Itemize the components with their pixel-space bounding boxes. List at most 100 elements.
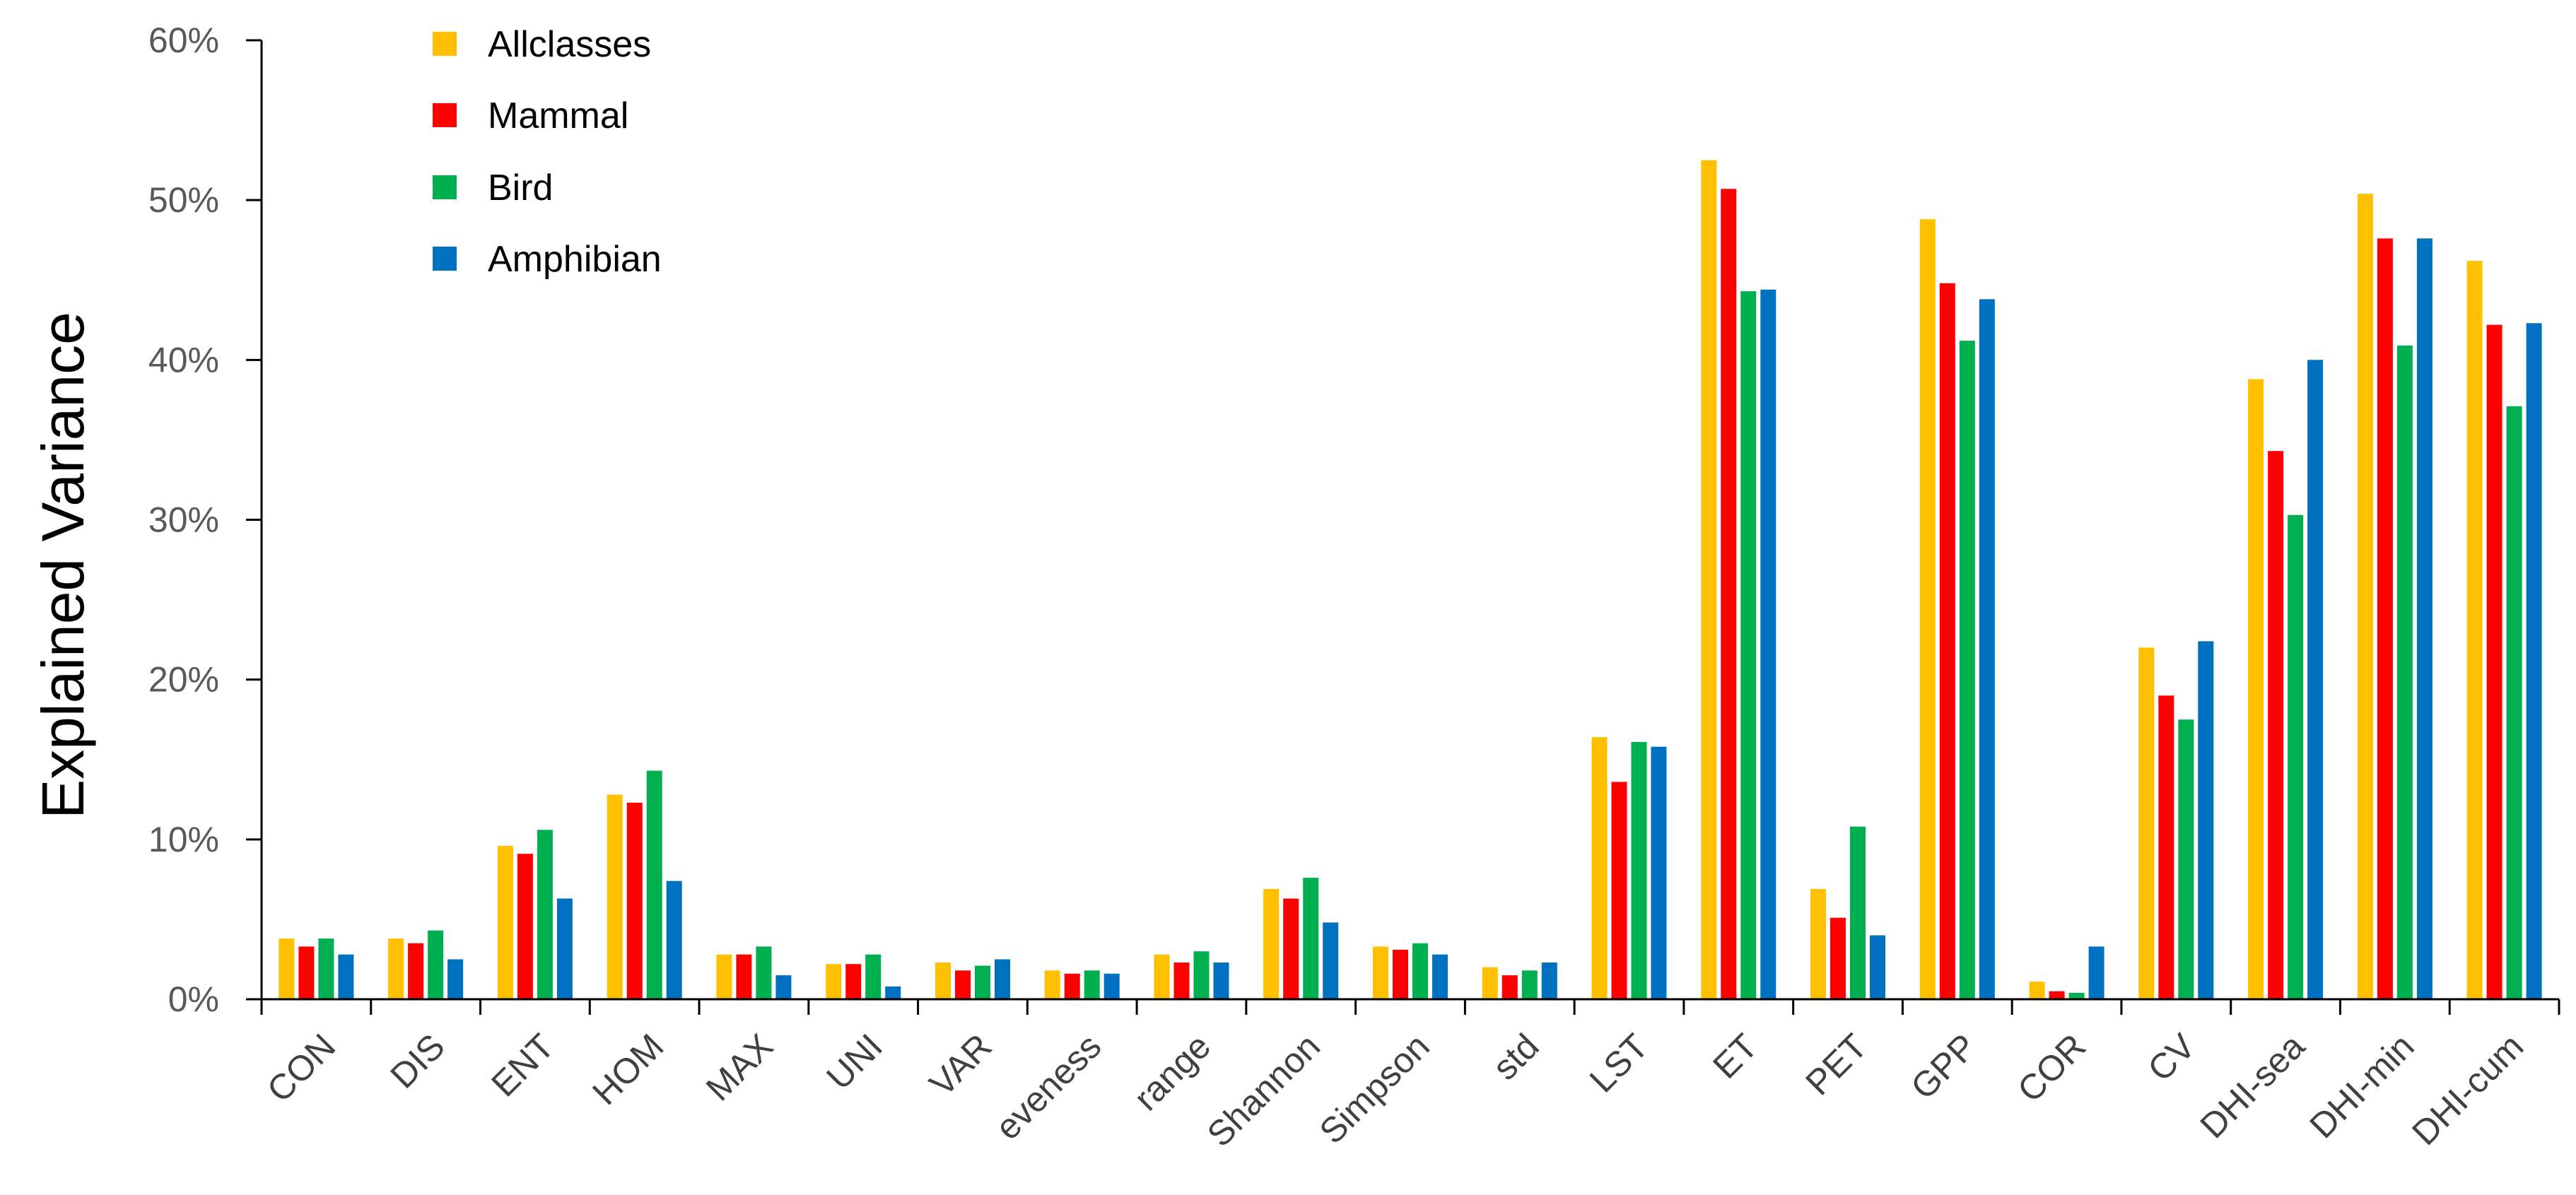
bar-var-mammal bbox=[955, 970, 971, 999]
bar-gpp-mammal bbox=[1939, 283, 1955, 999]
legend-swatch-amphibian bbox=[433, 247, 457, 271]
x-tick-label-shannon: Shannon bbox=[1200, 1026, 1328, 1154]
bar-shannon-bird bbox=[1303, 878, 1319, 999]
bar-dis-allclasses bbox=[388, 938, 404, 999]
bar-lst-bird bbox=[1631, 741, 1647, 999]
bar-eveness-amphibian bbox=[1103, 973, 1120, 999]
x-tick-label-dhi-sea: DHI-sea bbox=[2193, 1026, 2312, 1146]
bar-hom-mammal bbox=[626, 802, 643, 999]
bar-group bbox=[279, 160, 2542, 1000]
bar-cor-mammal bbox=[2049, 991, 2065, 999]
bar-std-bird bbox=[1521, 970, 1538, 999]
x-tick-label-cor: COR bbox=[2010, 1026, 2093, 1109]
bar-shannon-amphibian bbox=[1323, 922, 1339, 999]
y-tick-label: 10% bbox=[148, 820, 219, 859]
x-tick-label-dis: DIS bbox=[382, 1026, 452, 1096]
bar-ent-allclasses bbox=[497, 845, 513, 999]
bar-uni-bird bbox=[865, 954, 882, 999]
y-tick-label: 0% bbox=[168, 979, 219, 1019]
bar-dis-amphibian bbox=[447, 959, 464, 999]
bar-gpp-amphibian bbox=[1979, 299, 1995, 999]
bar-dhi-sea-mammal bbox=[2268, 451, 2284, 999]
bar-max-mammal bbox=[736, 954, 752, 999]
bar-dis-bird bbox=[428, 930, 444, 999]
x-tick-label-uni: UNI bbox=[819, 1026, 889, 1097]
bar-con-mammal bbox=[298, 946, 315, 999]
x-tick-label-simpson: Simpson bbox=[1312, 1026, 1437, 1151]
bar-ent-bird bbox=[537, 830, 553, 999]
bar-max-amphibian bbox=[775, 975, 792, 999]
bar-std-mammal bbox=[1501, 975, 1518, 999]
bar-var-amphibian bbox=[995, 959, 1010, 999]
x-tick-label-range: range bbox=[1126, 1026, 1218, 1118]
y-axis: 0% 10% 20% 30% 40% 50% 60% bbox=[148, 20, 263, 1019]
bar-cor-bird bbox=[2068, 993, 2085, 999]
y-tick-label: 50% bbox=[148, 180, 219, 220]
bar-cv-amphibian bbox=[2198, 641, 2214, 999]
bar-et-allclasses bbox=[1701, 160, 1717, 1000]
bar-con-allclasses bbox=[279, 938, 295, 999]
bar-dhi-cum-bird bbox=[2506, 406, 2522, 999]
bar-dhi-sea-bird bbox=[2288, 514, 2304, 999]
bar-dhi-sea-amphibian bbox=[2307, 360, 2324, 999]
bar-dhi-sea-allclasses bbox=[2248, 379, 2264, 999]
bar-gpp-allclasses bbox=[1919, 219, 1936, 999]
bar-cor-amphibian bbox=[2088, 946, 2104, 999]
bar-std-amphibian bbox=[1541, 963, 1557, 999]
bar-cv-allclasses bbox=[2138, 647, 2155, 999]
legend-label-mammal: Mammal bbox=[488, 95, 628, 136]
bar-cor-allclasses bbox=[2029, 982, 2045, 999]
bar-shannon-mammal bbox=[1283, 898, 1299, 999]
bar-var-bird bbox=[975, 965, 990, 999]
bar-dhi-cum-allclasses bbox=[2466, 261, 2483, 1000]
bar-max-bird bbox=[756, 946, 772, 999]
x-tick-label-dhi-min: DHI-min bbox=[2302, 1026, 2421, 1146]
bar-hom-allclasses bbox=[607, 794, 623, 999]
bar-lst-allclasses bbox=[1591, 737, 1608, 999]
bar-range-bird bbox=[1193, 951, 1210, 999]
bar-pet-bird bbox=[1850, 826, 1866, 999]
legend: Allclasses Mammal Bird Amphibian bbox=[433, 24, 662, 280]
x-tick-label-hom: HOM bbox=[585, 1026, 671, 1112]
bar-dis-mammal bbox=[408, 943, 424, 999]
bar-et-mammal bbox=[1721, 189, 1737, 999]
bar-cv-mammal bbox=[2158, 695, 2174, 999]
bar-simpson-amphibian bbox=[1432, 954, 1448, 999]
bar-dhi-cum-amphibian bbox=[2526, 323, 2542, 999]
bar-pet-amphibian bbox=[1870, 935, 1885, 999]
bar-range-mammal bbox=[1173, 963, 1190, 999]
y-tick-label: 20% bbox=[148, 660, 219, 700]
legend-swatch-mammal bbox=[433, 103, 457, 127]
y-tick-label: 60% bbox=[148, 20, 219, 60]
legend-item-amphibian: Amphibian bbox=[433, 239, 662, 280]
bar-uni-amphibian bbox=[885, 986, 901, 999]
bar-eveness-allclasses bbox=[1044, 970, 1060, 999]
legend-label-amphibian: Amphibian bbox=[488, 239, 662, 280]
bar-uni-mammal bbox=[845, 964, 862, 999]
x-tick-label-et: ET bbox=[1705, 1026, 1765, 1086]
bar-dhi-min-amphibian bbox=[2416, 238, 2432, 999]
bar-ent-mammal bbox=[517, 854, 533, 999]
bar-shannon-allclasses bbox=[1263, 888, 1280, 999]
x-tick-label-dhi-cum: DHI-cum bbox=[2404, 1026, 2531, 1153]
y-tick-label: 30% bbox=[148, 500, 219, 540]
bar-pet-mammal bbox=[1830, 917, 1846, 999]
legend-swatch-bird bbox=[433, 175, 457, 199]
bar-hom-amphibian bbox=[666, 881, 682, 999]
bar-et-amphibian bbox=[1760, 289, 1776, 999]
x-tick-label-var: VAR bbox=[922, 1026, 1000, 1104]
bar-lst-mammal bbox=[1611, 782, 1627, 999]
bar-range-amphibian bbox=[1213, 963, 1229, 999]
x-tick-label-con: CON bbox=[259, 1026, 343, 1109]
bar-var-allclasses bbox=[935, 963, 951, 999]
bar-et-bird bbox=[1740, 291, 1757, 1000]
bar-ent-amphibian bbox=[556, 898, 573, 999]
legend-item-bird: Bird bbox=[433, 167, 553, 208]
bar-cv-bird bbox=[2178, 719, 2194, 999]
bar-std-allclasses bbox=[1482, 967, 1498, 999]
bar-gpp-bird bbox=[1959, 341, 1975, 999]
legend-item-allclasses: Allclasses bbox=[433, 24, 651, 65]
x-tick-label-max: MAX bbox=[698, 1026, 780, 1108]
